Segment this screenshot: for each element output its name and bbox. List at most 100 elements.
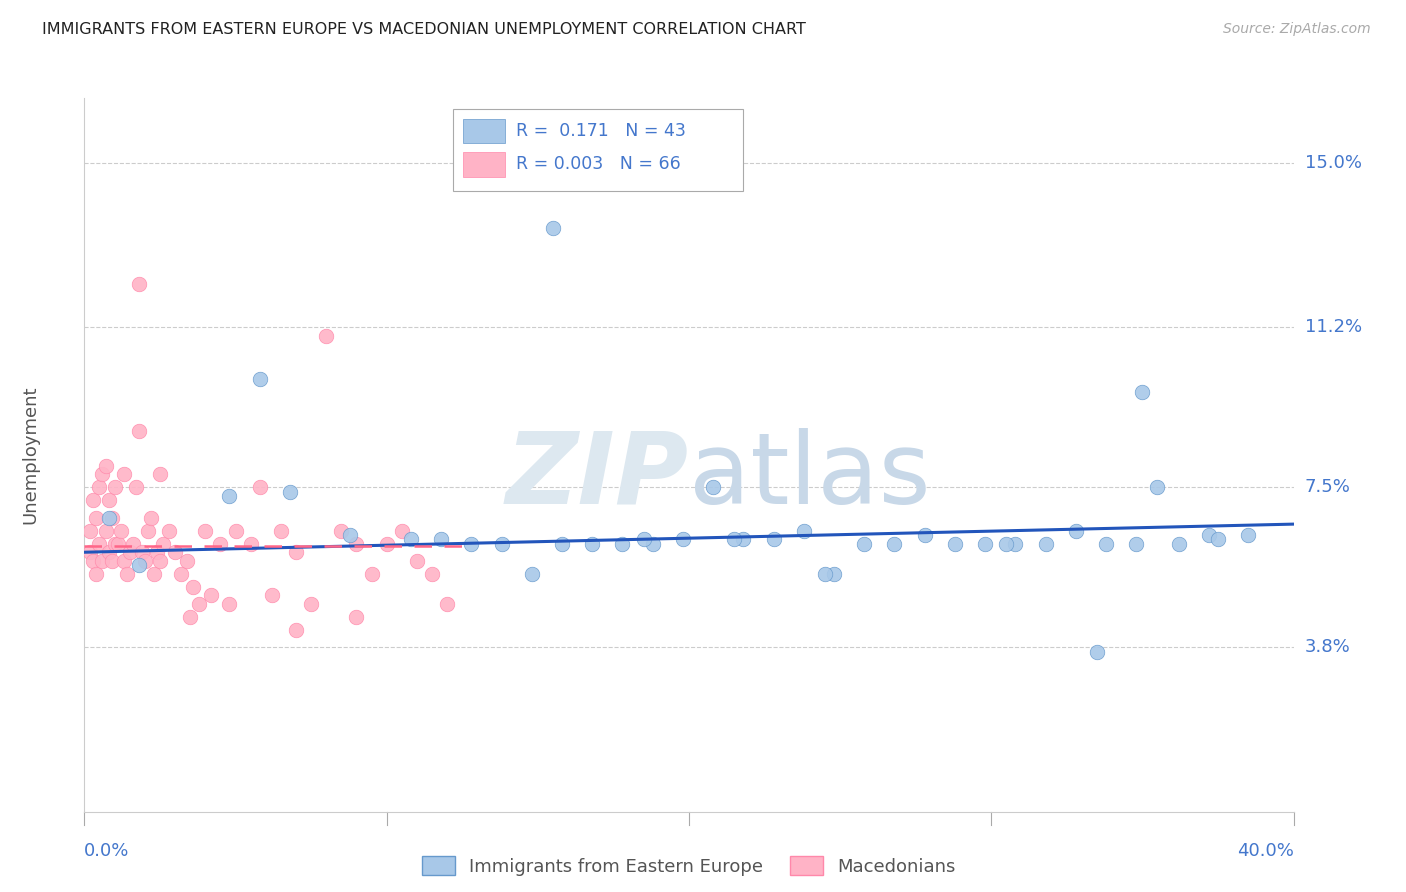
Point	[520, 566, 543, 581]
Text: 3.8%: 3.8%	[1305, 639, 1350, 657]
Point	[883, 536, 905, 550]
Point	[612, 536, 634, 550]
Point	[209, 536, 232, 550]
Point	[633, 533, 655, 547]
Point	[118, 545, 141, 559]
Point	[97, 545, 120, 559]
Point	[339, 528, 361, 542]
Point	[89, 480, 111, 494]
Point	[284, 545, 308, 559]
Point	[89, 536, 111, 550]
Point	[315, 329, 337, 343]
Point	[131, 545, 153, 559]
Point	[733, 533, 755, 547]
Point	[157, 524, 180, 538]
Point	[793, 524, 815, 538]
Point	[406, 554, 429, 568]
Point	[375, 536, 398, 550]
Point	[1198, 528, 1220, 542]
Point	[346, 610, 368, 624]
Point	[1206, 533, 1229, 547]
Point	[460, 536, 482, 550]
Point	[430, 533, 453, 547]
Point	[391, 524, 413, 538]
Point	[1130, 385, 1153, 400]
Point	[278, 484, 301, 499]
Point	[112, 467, 135, 482]
Point	[853, 536, 876, 550]
Point	[702, 480, 724, 494]
Text: 0.0%: 0.0%	[84, 842, 129, 860]
Point	[1167, 536, 1189, 550]
Point	[249, 372, 271, 386]
Point	[94, 458, 117, 473]
Point	[128, 558, 150, 573]
Point	[672, 533, 695, 547]
Text: R =  0.171   N = 43: R = 0.171 N = 43	[516, 122, 686, 140]
Point	[541, 220, 564, 235]
Point	[1064, 524, 1087, 538]
Point	[152, 536, 174, 550]
Point	[86, 566, 108, 581]
Point	[260, 589, 283, 603]
Point	[134, 554, 156, 568]
Point	[641, 536, 664, 550]
Point	[814, 566, 837, 581]
Point	[146, 545, 169, 559]
Point	[360, 566, 382, 581]
Point	[149, 554, 172, 568]
Point	[104, 536, 127, 550]
Point	[128, 277, 150, 291]
Point	[104, 480, 127, 494]
Point	[82, 554, 104, 568]
Point	[943, 536, 966, 550]
Point	[823, 566, 845, 581]
Point	[581, 536, 603, 550]
Point	[163, 545, 186, 559]
Point	[420, 566, 443, 581]
Point	[181, 580, 204, 594]
Point	[142, 566, 165, 581]
Point	[239, 536, 262, 550]
Point	[179, 610, 201, 624]
Point	[97, 510, 120, 524]
Point	[86, 510, 108, 524]
Point	[97, 493, 120, 508]
Point	[491, 536, 513, 550]
Point	[399, 533, 422, 547]
Text: 40.0%: 40.0%	[1237, 842, 1294, 860]
Point	[82, 493, 104, 508]
Point	[112, 554, 135, 568]
Point	[94, 524, 117, 538]
Point	[218, 489, 240, 503]
Text: Source: ZipAtlas.com: Source: ZipAtlas.com	[1223, 22, 1371, 37]
Point	[121, 536, 143, 550]
Point	[225, 524, 247, 538]
Point	[79, 545, 101, 559]
Point	[136, 524, 159, 538]
Point	[110, 524, 132, 538]
Text: ZIP: ZIP	[506, 428, 689, 524]
Text: Unemployment: Unemployment	[21, 385, 39, 524]
Point	[91, 554, 114, 568]
FancyBboxPatch shape	[453, 109, 744, 191]
Point	[299, 597, 322, 611]
Point	[284, 623, 308, 637]
Point	[176, 554, 198, 568]
Point	[149, 467, 172, 482]
Point	[100, 510, 122, 524]
Point	[1146, 480, 1168, 494]
Point	[914, 528, 936, 542]
Point	[1125, 536, 1147, 550]
Point	[200, 589, 222, 603]
Point	[995, 536, 1018, 550]
Point	[270, 524, 292, 538]
Point	[79, 524, 101, 538]
Point	[1085, 645, 1108, 659]
Text: R = 0.003   N = 66: R = 0.003 N = 66	[516, 155, 681, 173]
Bar	[463, 119, 505, 143]
Point	[330, 524, 353, 538]
Point	[128, 424, 150, 438]
Point	[100, 554, 122, 568]
Point	[115, 566, 138, 581]
